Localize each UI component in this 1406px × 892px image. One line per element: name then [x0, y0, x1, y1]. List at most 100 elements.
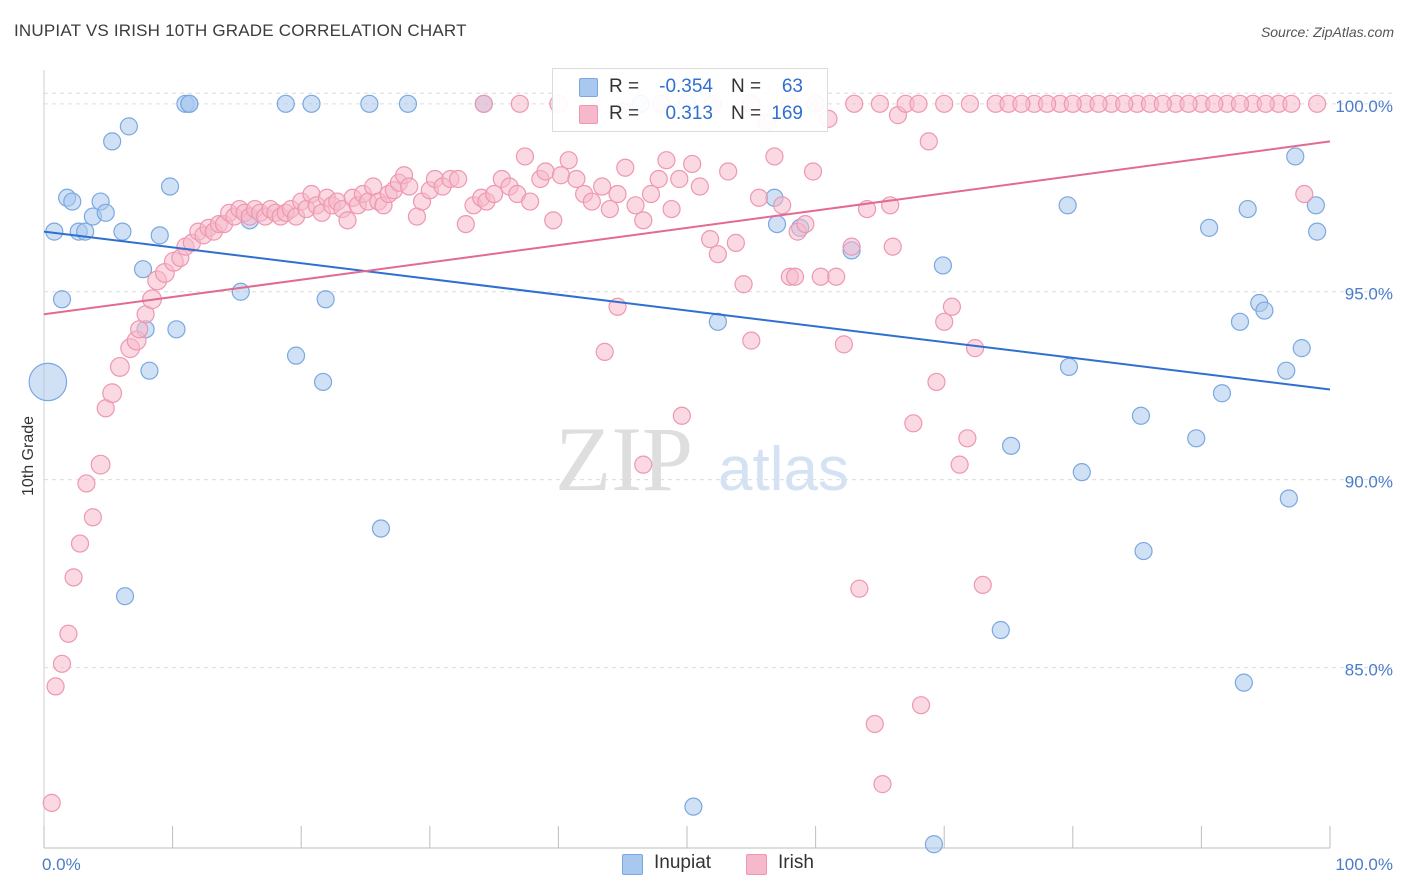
irish-point: [1256, 94, 1275, 113]
irish-point: [130, 320, 149, 339]
irish-point: [765, 147, 784, 166]
inupiat-point: [231, 282, 250, 301]
irish-point: [338, 211, 357, 230]
inupiat-point: [115, 587, 135, 606]
inupiat-point: [1277, 361, 1296, 380]
inupiat-legend-label: Inupiat: [654, 852, 712, 873]
inupiat-point: [1238, 199, 1257, 219]
inupiat-swatch: [579, 78, 598, 97]
trend-lines: [43, 140, 1331, 391]
inupiat-point: [180, 94, 199, 113]
irish-point: [52, 654, 72, 673]
irish-point: [515, 147, 535, 166]
inupiat-point: [371, 519, 391, 538]
inupiat-point: [119, 117, 138, 136]
irish-point: [773, 196, 792, 215]
irish-point: [1153, 94, 1172, 113]
irish-point: [911, 696, 931, 715]
irish-point: [708, 245, 727, 264]
inupiat-point: [52, 290, 72, 309]
inupiat-point: [316, 290, 335, 309]
irish-point: [544, 211, 563, 230]
irish-point: [796, 214, 815, 234]
inupiat-trend-line: [43, 230, 1331, 391]
inupiat-point: [1292, 339, 1311, 358]
irish-point: [670, 169, 689, 189]
irish-point: [634, 455, 653, 474]
irish-point: [845, 94, 864, 113]
irish-point: [634, 211, 653, 230]
irish-trend-line: [43, 140, 1331, 316]
irish-point: [536, 162, 555, 181]
y-tick-label: 90.0%: [1345, 473, 1393, 492]
irish-point: [582, 192, 601, 211]
irish-point: [510, 94, 529, 113]
axes: [43, 70, 1331, 849]
inupiat-point: [160, 177, 180, 196]
inupiat-point: [1200, 218, 1219, 237]
irish-point: [734, 275, 753, 294]
irish-point: [474, 94, 493, 113]
inupiat-point: [1230, 312, 1250, 331]
irish-point: [942, 297, 962, 316]
watermark-zip: ZIP: [555, 408, 693, 510]
legend-n-value: 169: [771, 103, 803, 124]
irish-point: [83, 508, 102, 527]
legend-n-label: N =: [731, 76, 762, 97]
irish-point: [726, 233, 745, 252]
legend-r-label: R =: [609, 103, 640, 124]
inupiat-point: [1306, 196, 1325, 215]
irish-point: [521, 192, 540, 211]
irish-point: [649, 169, 668, 189]
irish-point: [59, 624, 78, 643]
irish-point: [973, 575, 992, 595]
irish-point: [701, 230, 720, 249]
irish-point: [1037, 94, 1057, 113]
irish-legend-swatch: [746, 854, 767, 875]
irish-point: [102, 383, 123, 404]
irish-point: [567, 169, 586, 189]
y-tick-label: 85.0%: [1345, 661, 1393, 680]
inupiat-point: [924, 835, 944, 854]
irish-point: [407, 207, 427, 226]
irish-legend-label: Irish: [778, 852, 814, 873]
grid-lines: [44, 92, 1394, 669]
irish-point: [1230, 94, 1250, 113]
legend-row-inupiat: R = -0.354 N = 63: [553, 74, 827, 100]
x-tick-label: 100.0%: [1335, 855, 1393, 874]
inupiat-point: [1131, 406, 1151, 425]
inupiat-point: [1058, 196, 1077, 215]
irish-point: [485, 184, 504, 204]
irish-point: [870, 94, 890, 113]
legend-r-value: -0.354: [659, 76, 713, 97]
inupiat-point: [1279, 489, 1298, 508]
irish-point: [950, 455, 969, 474]
inupiat-point: [1072, 463, 1091, 482]
irish-point: [42, 793, 61, 812]
irish-point: [641, 184, 661, 204]
inupiat-point: [28, 362, 68, 402]
irish-point: [1179, 94, 1198, 113]
irish-point: [593, 177, 612, 196]
legend-row-irish: R = 0.313 N = 169: [553, 101, 827, 127]
inupiat-legend-swatch: [622, 854, 643, 875]
irish-point: [46, 677, 65, 696]
irish-point: [616, 158, 635, 177]
irish-point: [90, 454, 111, 475]
legend-r-label: R =: [609, 76, 640, 97]
x-tick-label: 0.0%: [42, 855, 81, 874]
irish-point: [672, 406, 691, 425]
inupiat-point: [1308, 222, 1327, 241]
inupiat-point: [398, 94, 418, 113]
irish-point: [958, 429, 977, 448]
irish-point: [873, 775, 892, 794]
inupiat-point: [140, 361, 159, 380]
irish-point: [1282, 94, 1301, 113]
inupiat-point: [150, 226, 169, 245]
irish-point: [785, 267, 805, 286]
irish-point: [448, 169, 468, 189]
irish-swatch: [579, 105, 598, 124]
irish-point: [927, 372, 946, 392]
irish-point: [683, 154, 702, 174]
